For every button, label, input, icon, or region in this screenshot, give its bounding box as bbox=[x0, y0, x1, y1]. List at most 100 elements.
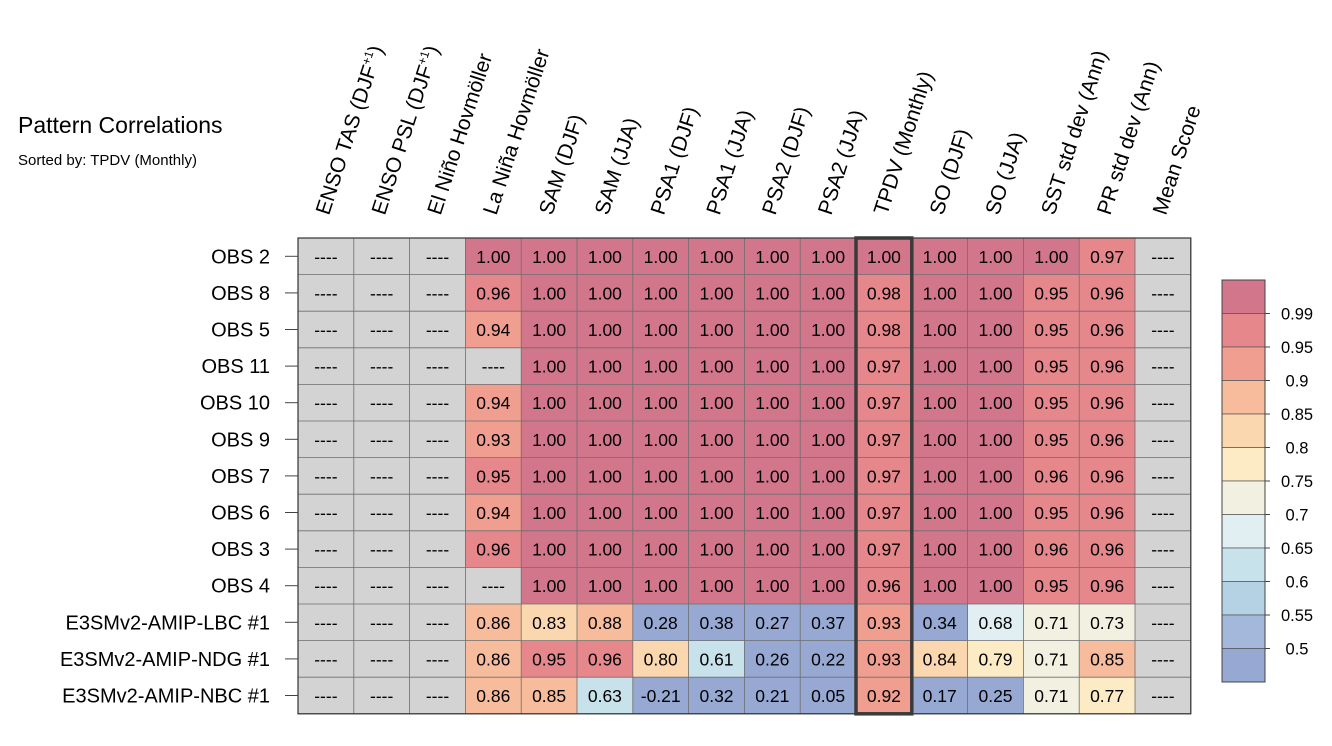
heatmap-cell bbox=[688, 347, 745, 385]
heatmap-cell bbox=[744, 274, 801, 312]
heatmap-cell bbox=[521, 530, 577, 568]
heatmap-cell bbox=[856, 604, 912, 641]
heatmap-cell bbox=[1135, 640, 1191, 678]
heatmap-cell bbox=[911, 347, 968, 385]
cell-value-label: 0.88 bbox=[588, 613, 622, 633]
cell-value-label: 1.00 bbox=[588, 576, 622, 596]
heatmap-cell bbox=[856, 677, 912, 714]
cell-value-label: ---- bbox=[426, 686, 449, 706]
cell-value-label: 1.00 bbox=[811, 357, 845, 377]
row-label: OBS 6 bbox=[211, 503, 270, 525]
colorbar-segment bbox=[1221, 279, 1266, 314]
colorbar-tick-label: 0.8 bbox=[1286, 440, 1309, 458]
heatmap-cell bbox=[632, 494, 689, 531]
heatmap-cell bbox=[465, 238, 522, 275]
cell-value-label: 1.00 bbox=[588, 430, 622, 450]
heatmap-cell bbox=[856, 311, 912, 348]
heatmap-cell bbox=[1135, 421, 1191, 458]
heatmap-cell bbox=[577, 640, 633, 678]
heatmap-cell bbox=[967, 347, 1024, 385]
heatmap-cell bbox=[298, 530, 354, 568]
cell-value-label: 0.38 bbox=[699, 613, 733, 633]
heatmap-cell bbox=[409, 494, 466, 531]
cell-value-label: 1.00 bbox=[867, 247, 901, 267]
cell-value-label: 1.00 bbox=[755, 540, 789, 560]
cell-value-label: 0.83 bbox=[532, 613, 566, 633]
cell-value-label: ---- bbox=[314, 503, 337, 523]
heatmap-cell bbox=[577, 567, 633, 604]
cell-value-label: ---- bbox=[370, 576, 393, 596]
row-label: OBS 8 bbox=[211, 283, 270, 305]
heatmap-cell bbox=[744, 640, 801, 678]
heatmap-cell bbox=[465, 494, 522, 531]
cell-value-label: 1.00 bbox=[811, 320, 845, 340]
colorbar-tick-label: 0.75 bbox=[1281, 473, 1313, 491]
cell-value-label: 1.00 bbox=[588, 357, 622, 377]
heatmap-cell bbox=[744, 604, 801, 641]
cell-value-label: 0.93 bbox=[867, 649, 901, 669]
heatmap-cell bbox=[1079, 604, 1135, 641]
colorbar-segment bbox=[1221, 547, 1266, 582]
heatmap-cell bbox=[577, 494, 633, 531]
heatmap-cell bbox=[800, 677, 856, 714]
cell-value-label: 1.00 bbox=[699, 320, 733, 340]
heatmap-cell bbox=[856, 640, 912, 678]
cell-value-label: 0.93 bbox=[867, 613, 901, 633]
column-label: SO (DJF) bbox=[926, 126, 975, 217]
heatmap-cell bbox=[911, 604, 968, 641]
cell-value-label: 0.34 bbox=[923, 613, 957, 633]
cell-value-label: 1.00 bbox=[532, 540, 566, 560]
cell-value-label: 0.95 bbox=[1034, 357, 1068, 377]
heatmap-cell bbox=[1135, 494, 1191, 531]
cell-value-label: 0.96 bbox=[1090, 576, 1124, 596]
heatmap-cell bbox=[577, 274, 633, 312]
cell-value-label: 1.00 bbox=[923, 503, 957, 523]
cell-value-label: 0.97 bbox=[867, 540, 901, 560]
heatmap-cell bbox=[465, 311, 522, 348]
colorbar-tick-label: 0.65 bbox=[1281, 540, 1313, 558]
heatmap-cell bbox=[744, 238, 801, 275]
heatmap-cell bbox=[632, 604, 689, 641]
cell-value-label: 0.93 bbox=[476, 430, 510, 450]
heatmap-cell bbox=[632, 347, 689, 385]
cell-value-label: ---- bbox=[426, 466, 449, 486]
heatmap-cell bbox=[856, 274, 912, 312]
heatmap-cell bbox=[577, 238, 633, 275]
cell-value-label: ---- bbox=[426, 430, 449, 450]
cell-value-label: 1.00 bbox=[811, 393, 845, 413]
cell-value-label: ---- bbox=[314, 393, 337, 413]
heatmap-cell bbox=[688, 677, 745, 714]
row-label: OBS 10 bbox=[200, 393, 270, 415]
column-label: PSA1 (JJA) bbox=[702, 107, 757, 217]
heatmap-cell bbox=[856, 421, 912, 458]
cell-value-label: 0.32 bbox=[699, 686, 733, 706]
cell-value-label: 1.00 bbox=[978, 540, 1012, 560]
heatmap-cell bbox=[577, 457, 633, 495]
row-label: OBS 5 bbox=[211, 320, 270, 342]
heatmap-cell bbox=[1135, 347, 1191, 385]
heatmap-cell bbox=[688, 604, 745, 641]
heatmap-cell bbox=[1079, 421, 1135, 458]
row-label: OBS 2 bbox=[211, 246, 270, 268]
cell-value-label: 1.00 bbox=[923, 320, 957, 340]
heatmap-cell bbox=[465, 384, 522, 421]
cell-value-label: 1.00 bbox=[532, 283, 566, 303]
cell-value-label: ---- bbox=[314, 247, 337, 267]
colorbar-tick-label: 0.9 bbox=[1286, 373, 1309, 391]
cell-value-label: 0.97 bbox=[867, 503, 901, 523]
heatmap-cell bbox=[521, 457, 577, 495]
cell-value-label: 1.00 bbox=[532, 393, 566, 413]
cell-value-label: -0.21 bbox=[641, 686, 681, 706]
heatmap-cell bbox=[353, 311, 410, 348]
cell-value-label: 1.00 bbox=[532, 466, 566, 486]
cell-value-label: 0.37 bbox=[811, 613, 845, 633]
cell-value-label: 0.95 bbox=[476, 466, 510, 486]
row-label: E3SMv2-AMIP-NDG #1 bbox=[60, 649, 270, 671]
heatmap-cell bbox=[409, 384, 466, 421]
heatmap-cell bbox=[632, 311, 689, 348]
heatmap-cell bbox=[298, 274, 354, 312]
cell-value-label: 0.86 bbox=[476, 613, 510, 633]
heatmap-cell bbox=[967, 384, 1024, 421]
chart-subtitle: Sorted by: TPDV (Monthly) bbox=[18, 152, 197, 169]
cell-value-label: ---- bbox=[314, 649, 337, 669]
